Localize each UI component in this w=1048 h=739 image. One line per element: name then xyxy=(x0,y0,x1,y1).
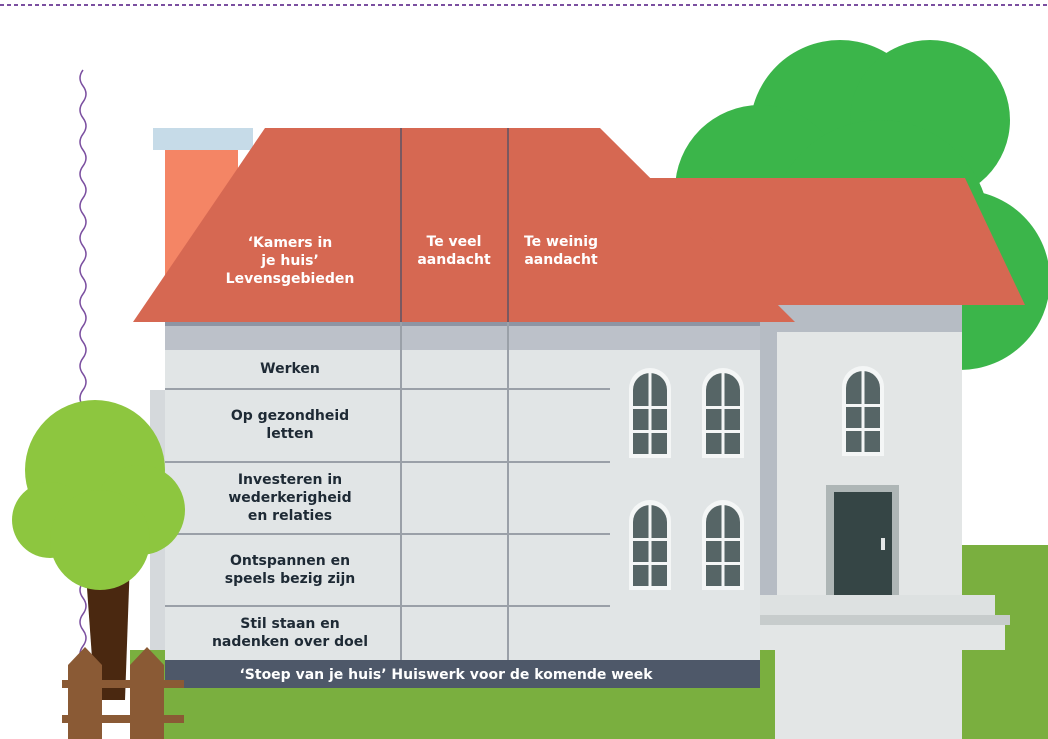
column-header: Levensgebieden xyxy=(226,271,355,287)
row-label: wederkerigheid xyxy=(228,490,351,506)
row-label: en relaties xyxy=(248,508,332,524)
table-text: ‘Kamers in je huis’ Levensgebieden Te veel a… xyxy=(212,234,653,683)
column-header: ‘Kamers in xyxy=(248,235,333,251)
row-label: Op gezondheid xyxy=(231,408,349,424)
row-label: letten xyxy=(266,426,313,442)
column-header: je huis’ xyxy=(260,253,319,269)
column-header: Te veel xyxy=(427,234,482,250)
tree xyxy=(12,400,185,739)
house xyxy=(133,128,1025,739)
column-header: aandacht xyxy=(524,252,598,268)
footer-text: ‘Stoep van je huis’ Huiswerk voor de kom… xyxy=(239,667,653,683)
row-label: nadenken over doel xyxy=(212,634,368,650)
row-label: Ontspannen en xyxy=(230,553,350,569)
column-header: aandacht xyxy=(417,252,491,268)
row-label: Stil staan en xyxy=(240,616,339,632)
column-header: Te weinig xyxy=(524,234,598,250)
row-label: Werken xyxy=(260,361,320,377)
row-label: speels bezig zijn xyxy=(225,571,355,587)
row-label: Investeren in xyxy=(238,472,342,488)
